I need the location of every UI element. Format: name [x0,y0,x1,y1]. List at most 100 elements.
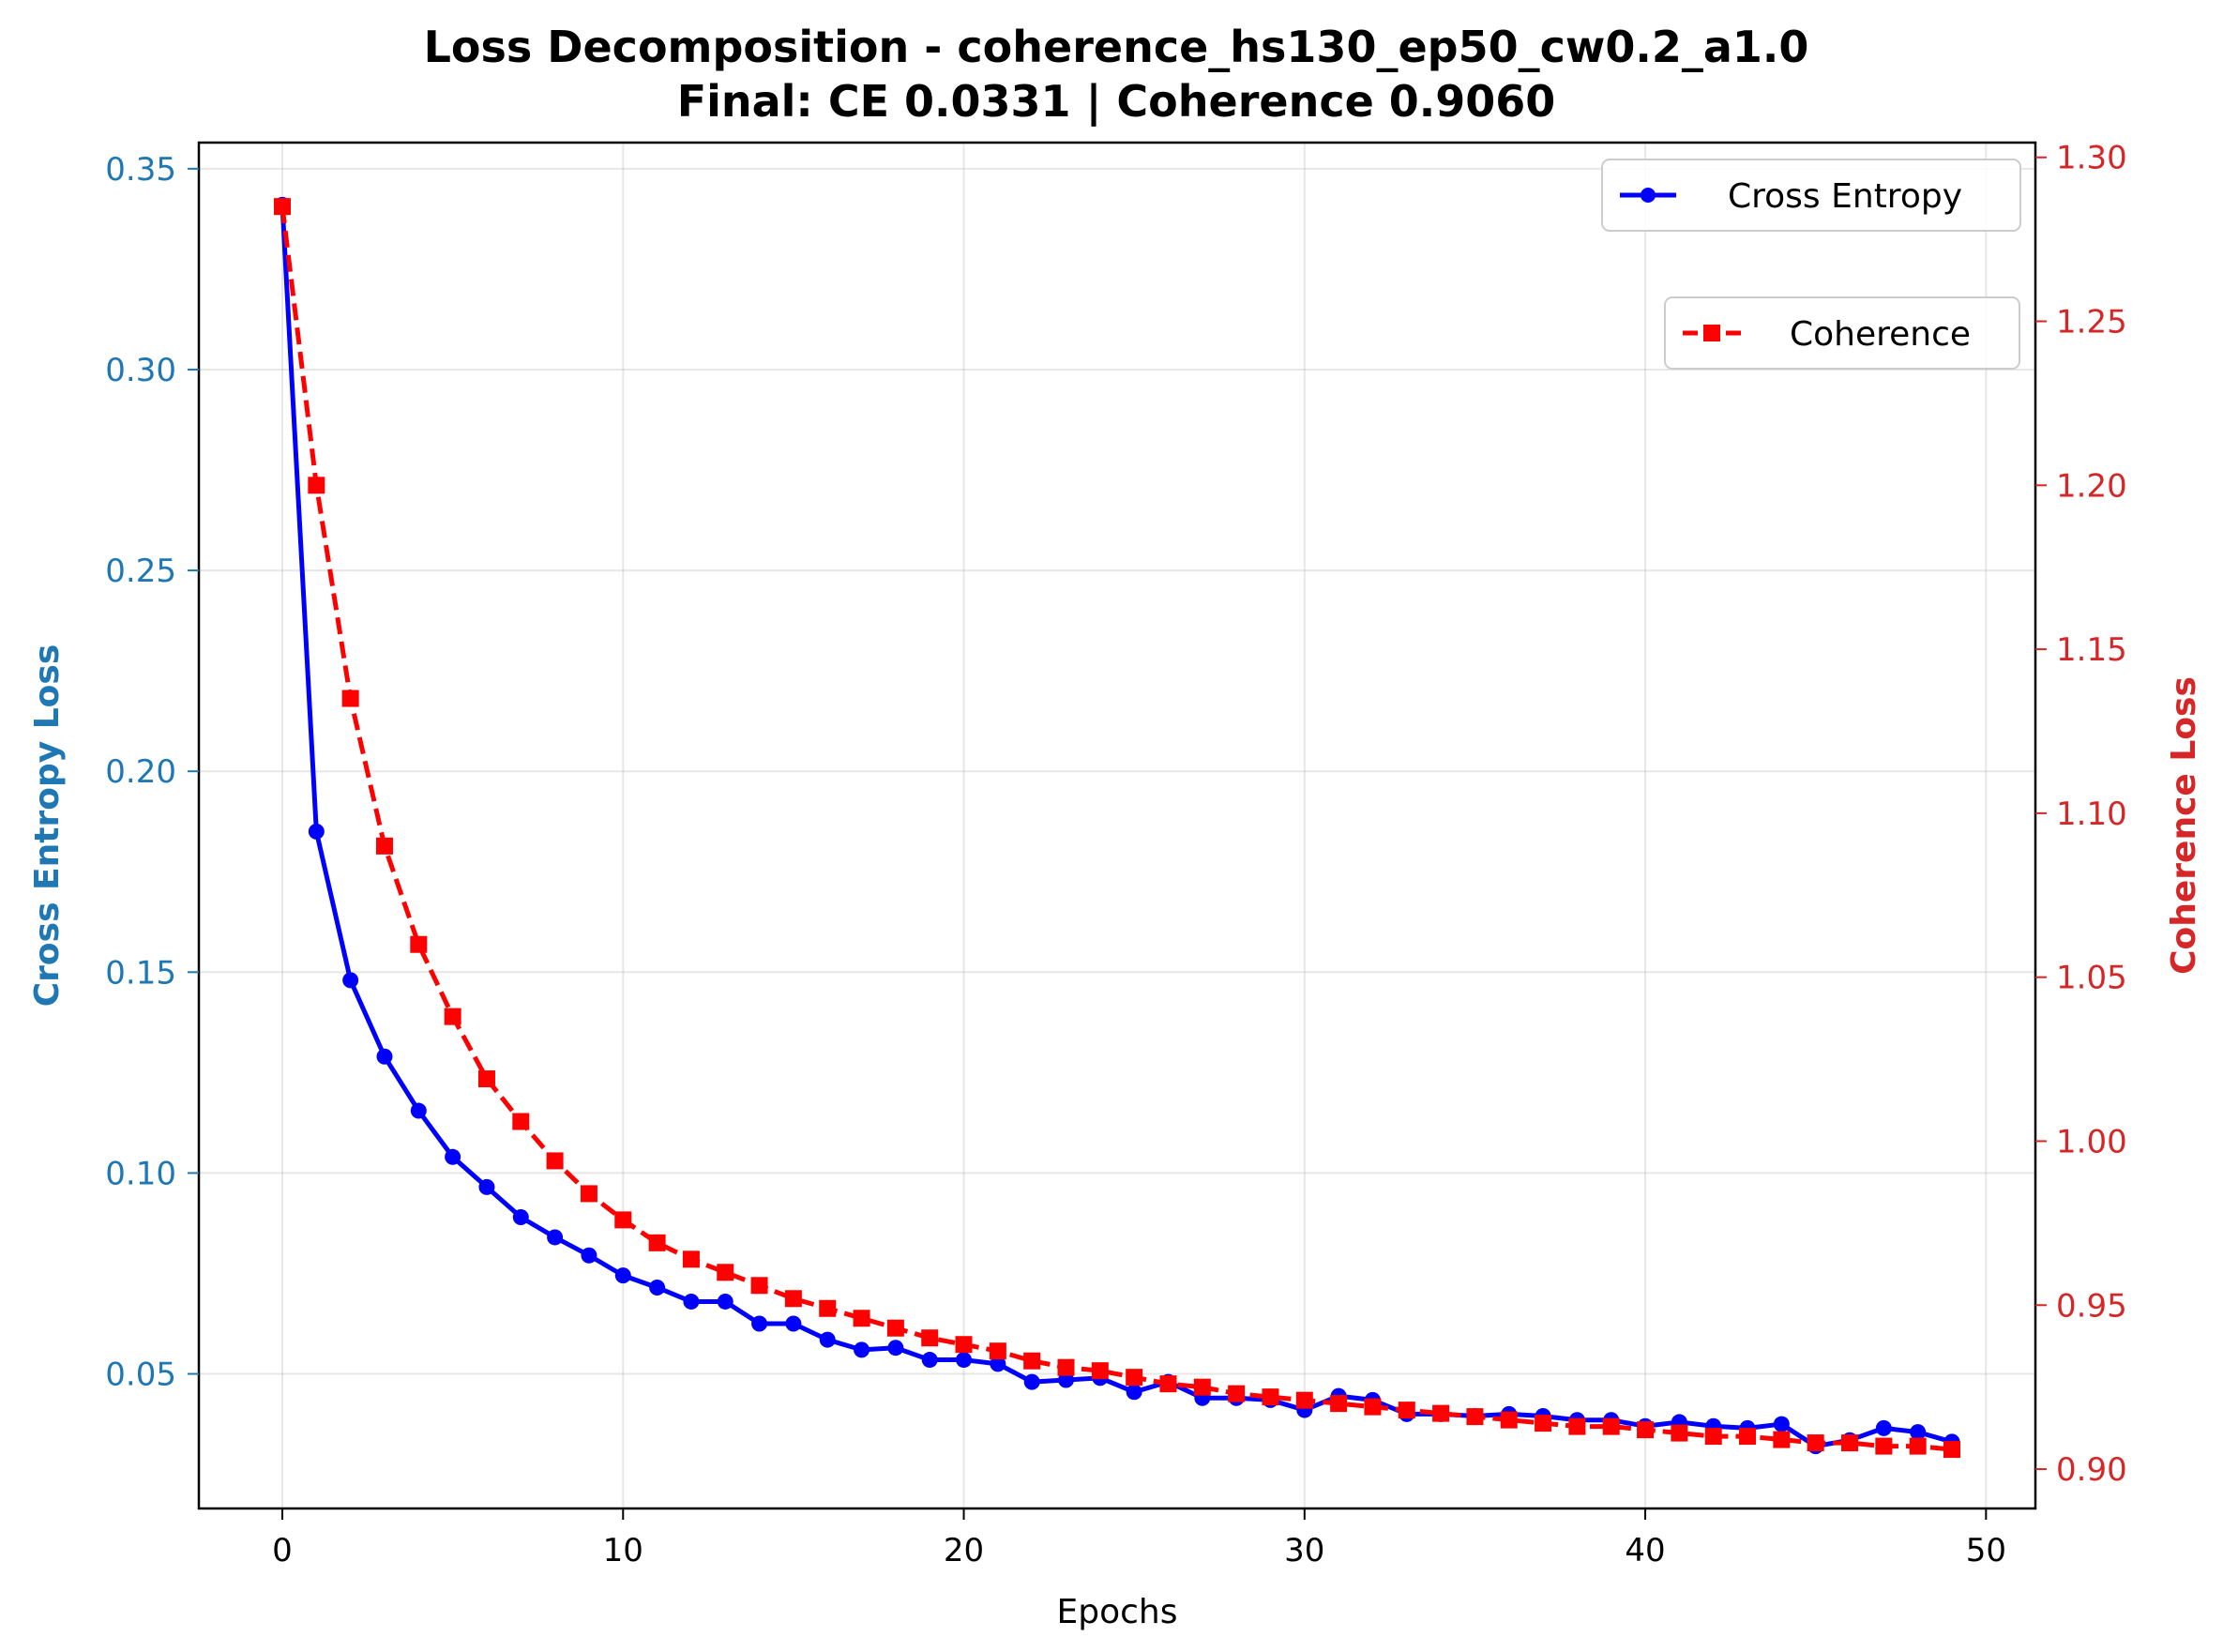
left-tick-label: 0.20 [105,753,176,791]
coherence-point [682,1250,700,1268]
coherence-point [1943,1441,1960,1459]
cross-entropy-point [1058,1372,1075,1388]
coherence-point [1330,1395,1348,1413]
coherence-point [1057,1358,1075,1376]
cross-entropy-point [1875,1419,1892,1436]
cross-entropy-point [512,1209,529,1226]
coherence-point [1671,1424,1688,1442]
coherence-point [1568,1417,1586,1435]
coherence-point [1364,1398,1382,1416]
coherence-point [1739,1428,1757,1446]
cross-entropy-point [342,972,359,989]
coherence-point [1704,1428,1722,1446]
legend-coherence-box [1664,296,2020,370]
cross-entropy-point [445,1148,461,1165]
chart-subtitle: Final: CE 0.0331 | Coherence 0.9060 [677,76,1556,128]
plot-frame [197,141,2037,1510]
right-tick-label: 1.05 [2056,960,2127,997]
coherence-point [1398,1402,1415,1419]
cross-entropy-point [1023,1373,1040,1390]
coherence-point [955,1336,973,1354]
cross-entropy-point [854,1341,870,1358]
coherence-point [512,1113,530,1130]
left-tick-label: 0.05 [105,1356,176,1394]
coherence-point [1466,1408,1484,1426]
cross-entropy-point [649,1279,666,1296]
coherence-point [375,837,393,855]
cross-entropy-point [376,1048,393,1065]
x-tick-label: 0 [272,1532,293,1569]
left-tick-label: 0.25 [105,553,176,590]
x-tick-label: 20 [944,1532,984,1569]
coherence-point [1637,1421,1655,1439]
coherence-point [410,935,428,953]
cross-entropy-point [1126,1384,1142,1401]
right-tick-label: 1.30 [2056,140,2127,177]
right-axis-ticks: 0.90 0.95 1.00 1.05 1.10 1.15 1.20 1.25 1.30 [2035,140,2127,1489]
left-axis-label: Cross Entropy Loss [28,644,67,1008]
coherence-point [1841,1434,1859,1452]
series-layer [274,196,1960,1459]
cross-entropy-point [614,1267,631,1284]
coherence-point [1773,1431,1791,1448]
legend-cross-entropy-label: Cross Entropy [1728,177,1962,216]
coherence-point [1262,1388,1279,1406]
left-tick-label: 0.35 [105,151,176,189]
cross-entropy-point [956,1352,973,1369]
coherence-point [1228,1385,1246,1402]
cross-entropy-point [717,1293,733,1310]
coherence-point [1602,1417,1620,1435]
coherence-point [1023,1352,1041,1370]
cross-entropy-point [1910,1424,1927,1441]
cross-entropy-point [887,1340,904,1356]
coherence-point [853,1310,870,1327]
coherence-point [921,1329,939,1347]
x-tick-label: 30 [1284,1532,1324,1569]
right-tick-label: 1.00 [2056,1123,2127,1160]
right-axis-label: Coherence Loss [2165,676,2203,975]
coherence-point [717,1264,734,1281]
cross-entropy-point [990,1356,1006,1372]
legend-coherence-label: Coherence [1790,315,1971,354]
cross-entropy-point [751,1315,768,1332]
coherence-point [819,1299,837,1317]
legend-cross-entropy: Cross Entropy [1601,159,2021,232]
chart-title: Loss Decomposition - coherence_hs130_ep5… [424,22,1809,72]
x-axis-label: Epochs [1057,1593,1178,1631]
legend-cross-entropy-box [1601,159,2021,232]
coherence-point [784,1290,802,1308]
cross-entropy-point [308,823,325,840]
legend-coherence: Coherence [1664,296,2020,370]
x-tick-label: 50 [1966,1532,2006,1569]
coherence-point [614,1211,632,1229]
left-tick-label: 0.10 [105,1155,176,1192]
left-axis-ticks: 0.05 0.10 0.15 0.20 0.25 0.30 0.35 [105,151,199,1394]
coherence-point [1875,1437,1893,1455]
x-axis-ticks: 0 10 20 30 40 50 [272,1508,2006,1569]
cross-entropy-point [478,1178,495,1195]
coherence-point [580,1185,597,1203]
coherence-point [1091,1362,1109,1380]
coherence-point [341,690,359,707]
x-tick-label: 10 [603,1532,643,1569]
legend-cross-entropy-marker [1641,188,1656,203]
coherence-point [308,477,325,494]
cross-entropy-point [547,1229,564,1246]
right-tick-label: 1.15 [2056,631,2127,669]
coherence-point [477,1070,495,1088]
coherence-point [1432,1404,1450,1422]
cross-entropy-point [785,1315,802,1332]
coherence-point [1535,1415,1552,1432]
right-tick-label: 1.10 [2056,796,2127,833]
cross-entropy-point [410,1102,427,1119]
coherence-point [1193,1378,1211,1396]
coherence-point [1295,1391,1313,1409]
coherence-point [1126,1369,1143,1387]
coherence-point [444,1008,461,1025]
coherence-point [1500,1411,1518,1429]
cross-entropy-point [819,1331,836,1348]
coherence-point [886,1319,904,1337]
x-tick-label: 40 [1625,1532,1665,1569]
